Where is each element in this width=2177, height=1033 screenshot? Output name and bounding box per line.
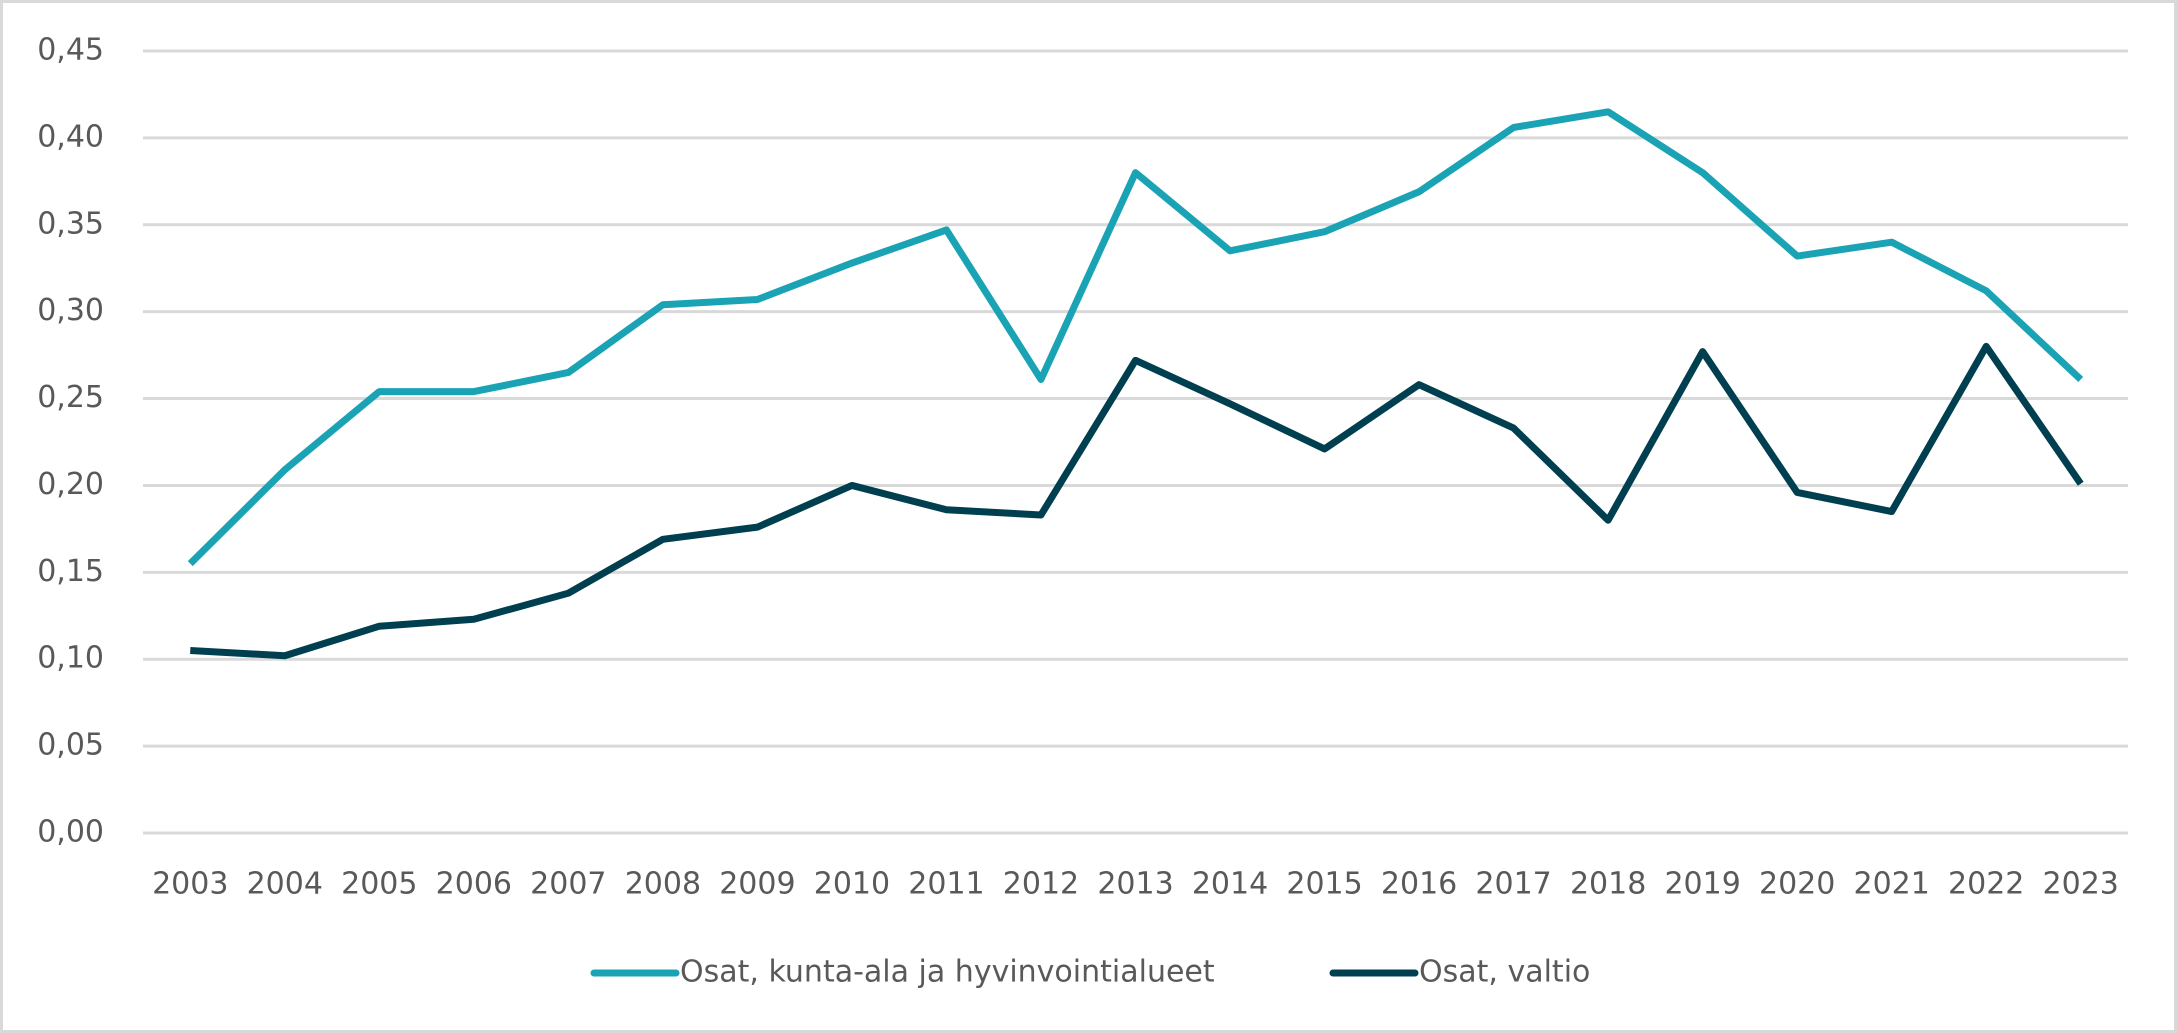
series-line <box>190 342 2084 660</box>
x-tick-label: 2017 <box>1475 867 1551 902</box>
x-tick-label: 2014 <box>1192 867 1268 902</box>
x-tick-label: 2013 <box>1097 867 1173 902</box>
x-tick-label: 2010 <box>814 867 890 902</box>
x-tick-label: 2011 <box>908 867 984 902</box>
legend-label: Osat, kunta-ala ja hyvinvointialueet <box>680 955 1215 990</box>
y-tick-label: 0,45 <box>37 33 104 68</box>
x-tick-label: 2016 <box>1381 867 1457 902</box>
y-tick-label: 0,15 <box>37 554 104 589</box>
x-tick-label: 2005 <box>341 867 417 902</box>
y-tick-label: 0,10 <box>37 641 104 676</box>
y-tick-label: 0,00 <box>37 815 104 850</box>
y-tick-label: 0,25 <box>37 380 104 415</box>
y-tick-label: 0,30 <box>37 293 104 328</box>
x-tick-label: 2012 <box>1003 867 1079 902</box>
x-tick-label: 2003 <box>152 867 228 902</box>
y-tick-label: 0,35 <box>37 206 104 241</box>
y-tick-label: 0,20 <box>37 467 104 502</box>
y-tick-label: 0,40 <box>37 119 104 154</box>
series-line <box>187 108 2084 567</box>
x-tick-label: 2009 <box>719 867 795 902</box>
y-tick-label: 0,05 <box>37 728 104 763</box>
x-tick-label: 2021 <box>1854 867 1930 902</box>
x-tick-label: 2008 <box>625 867 701 902</box>
x-tick-label: 2015 <box>1286 867 1362 902</box>
x-tick-label: 2018 <box>1570 867 1646 902</box>
x-tick-label: 2006 <box>436 867 512 902</box>
x-tick-label: 2007 <box>530 867 606 902</box>
x-tick-label: 2023 <box>2043 867 2119 902</box>
x-tick-label: 2020 <box>1759 867 1835 902</box>
x-tick-label: 2004 <box>247 867 323 902</box>
x-tick-label: 2019 <box>1664 867 1740 902</box>
x-tick-label: 2022 <box>1948 867 2024 902</box>
legend-label: Osat, valtio <box>1419 955 1590 990</box>
